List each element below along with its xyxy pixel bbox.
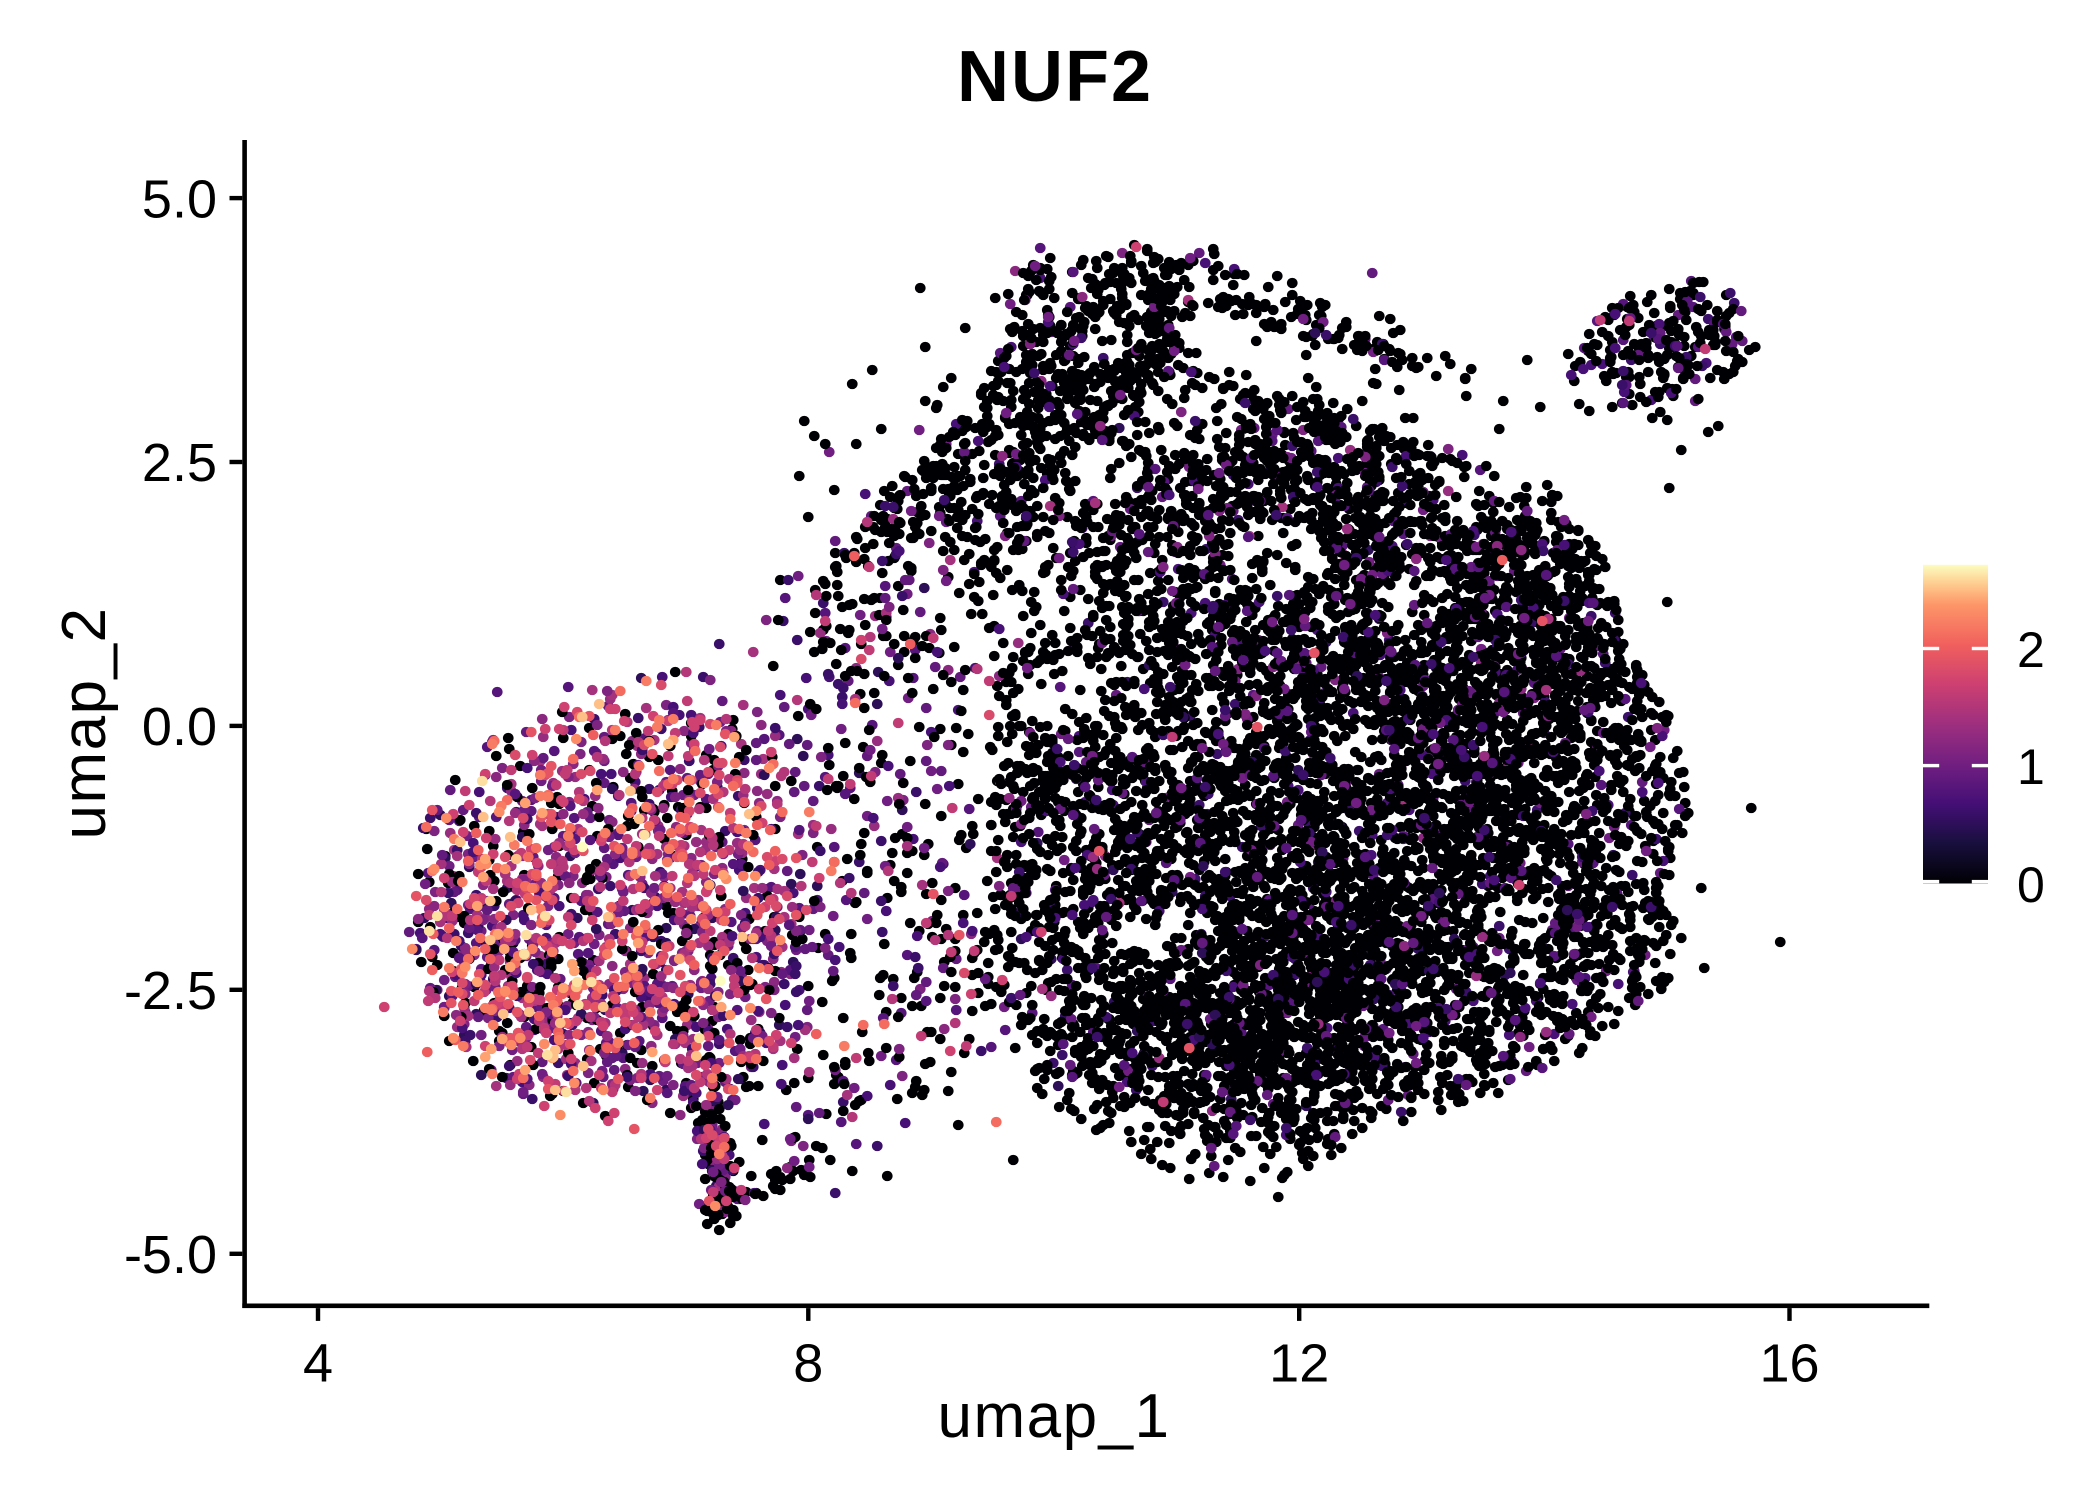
svg-text:NUF2: NUF2 (957, 37, 1153, 117)
svg-text:umap_2: umap_2 (50, 606, 119, 839)
svg-text:12: 12 (1269, 1333, 1329, 1393)
svg-text:2: 2 (2017, 622, 2045, 678)
svg-text:1: 1 (2017, 739, 2045, 795)
svg-text:0.0: 0.0 (142, 697, 217, 757)
svg-text:umap_1: umap_1 (937, 1382, 1170, 1451)
svg-text:16: 16 (1759, 1333, 1819, 1393)
svg-text:2.5: 2.5 (142, 433, 217, 493)
svg-text:4: 4 (303, 1333, 333, 1393)
svg-text:-2.5: -2.5 (124, 961, 217, 1021)
svg-text:8: 8 (793, 1333, 823, 1393)
svg-text:5.0: 5.0 (142, 169, 217, 229)
svg-text:-5.0: -5.0 (124, 1225, 217, 1285)
svg-text:0: 0 (2017, 857, 2045, 913)
